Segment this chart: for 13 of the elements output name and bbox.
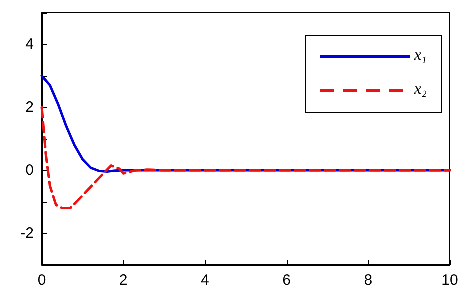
line-series: [40, 106, 452, 210]
x-tick-label: 0: [38, 272, 46, 289]
y-tick-label: -2: [20, 225, 34, 242]
x-tick-label: 10: [442, 272, 458, 289]
y-tick-label: 2: [26, 99, 34, 116]
legend-label: x₁: [414, 47, 427, 65]
x-tick-label: 2: [119, 272, 128, 289]
y-tick-label: 0: [26, 162, 34, 179]
legend-label: x₂: [414, 81, 427, 99]
x-tick-label: 4: [201, 272, 210, 289]
y-tick-label: 4: [26, 36, 34, 53]
x-tick-label: 8: [364, 272, 373, 289]
x-tick-label: 6: [282, 272, 291, 289]
